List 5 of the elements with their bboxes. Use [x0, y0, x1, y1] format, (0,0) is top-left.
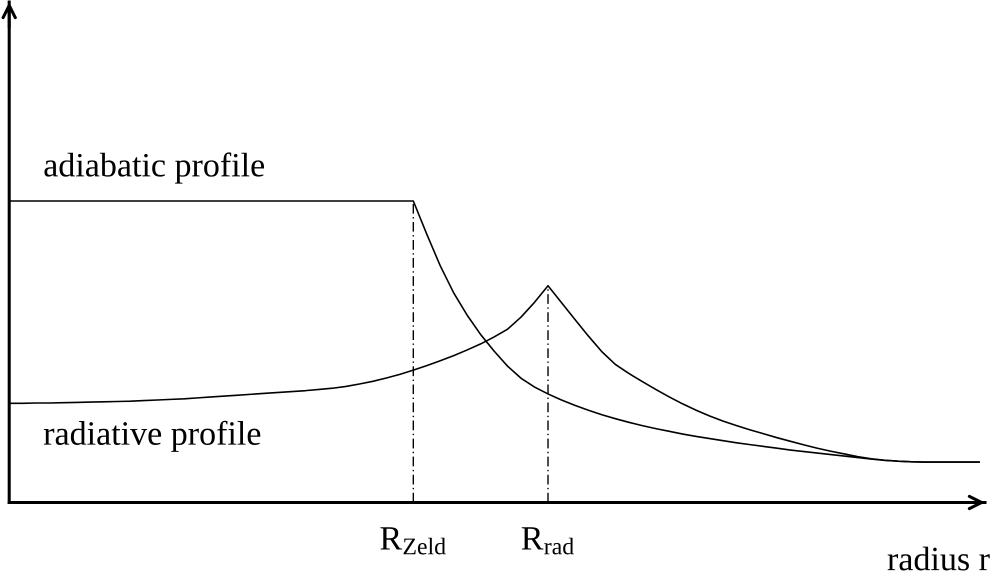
series-label: radiative profile [44, 420, 260, 452]
x-tick-label: R$_{rad}$ [522, 527, 574, 554]
x-axis-title: radius r [888, 546, 990, 571]
x-tick-label: R$_{Zeld}$ [380, 527, 446, 554]
series-label: adiabatic profile [44, 152, 264, 184]
